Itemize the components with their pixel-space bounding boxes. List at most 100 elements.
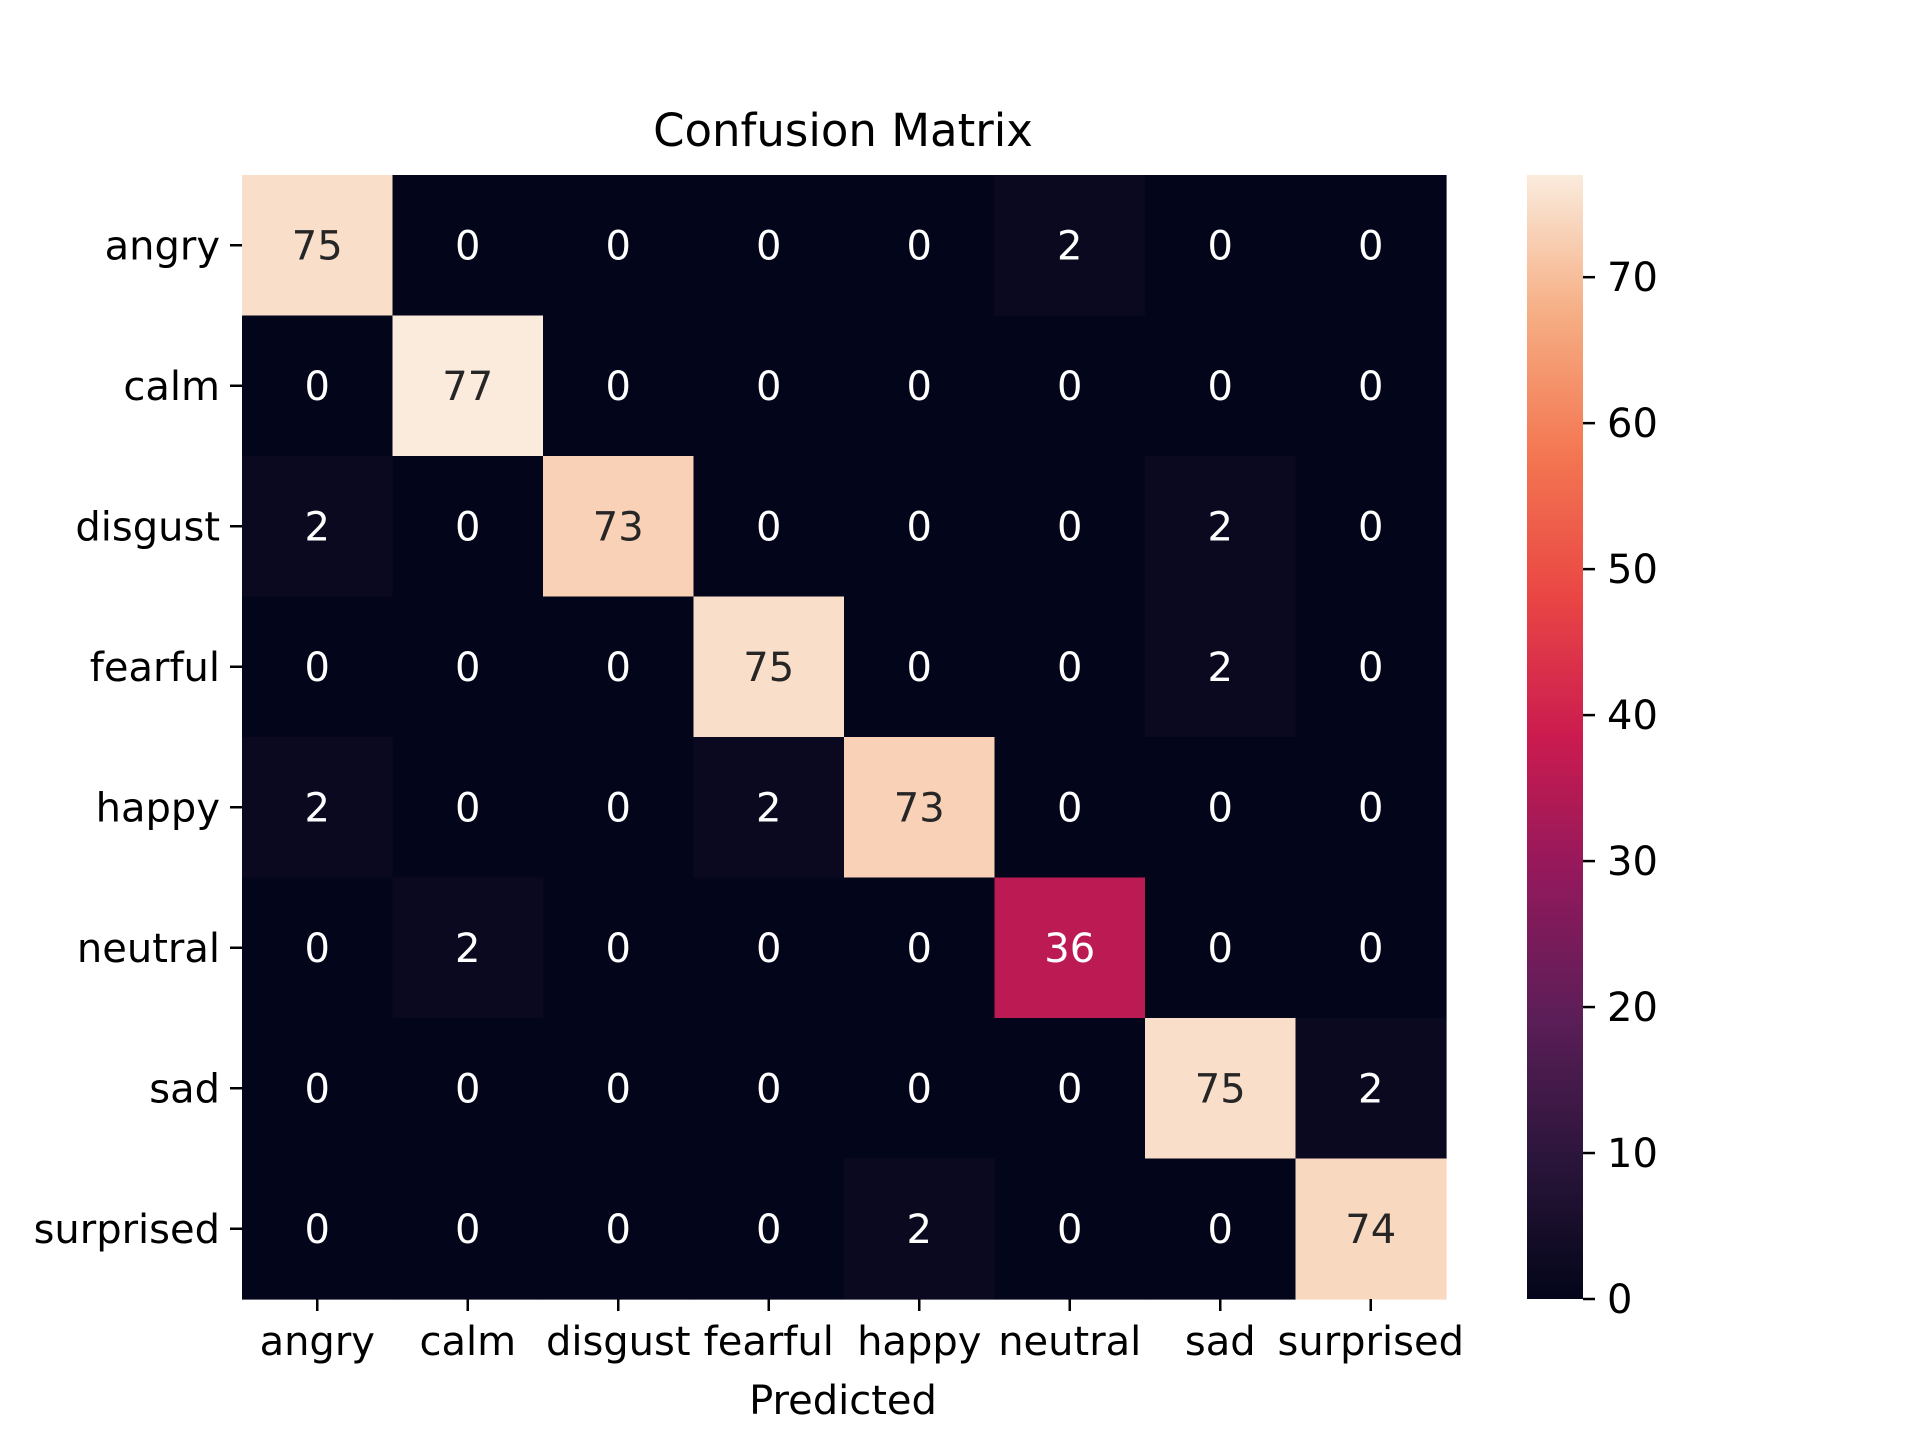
heatmap-cell xyxy=(844,175,996,317)
cell-value-label: 2 xyxy=(756,785,781,831)
y-tick-label: sad xyxy=(149,1066,220,1112)
heatmap-cell xyxy=(1145,175,1297,317)
heatmap-cell xyxy=(1145,877,1297,1019)
cell-value-label: 0 xyxy=(606,1066,631,1112)
cell-value-label: 0 xyxy=(1358,223,1383,269)
x-tick-label: neutral xyxy=(998,1319,1141,1365)
heatmap-cell xyxy=(242,456,394,598)
heatmap-cell xyxy=(1295,315,1447,457)
heatmap-cell xyxy=(392,1018,544,1160)
heatmap-cell xyxy=(392,1158,544,1300)
heatmap-cell xyxy=(242,737,394,879)
cell-value-label: 2 xyxy=(305,785,330,831)
cell-value-label: 0 xyxy=(1358,364,1383,410)
heatmap-cell xyxy=(392,315,544,457)
cell-value-label: 0 xyxy=(756,364,781,410)
cell-value-label: 0 xyxy=(1358,926,1383,972)
heatmap-cell xyxy=(543,456,695,598)
cell-value-label: 0 xyxy=(1358,504,1383,550)
heatmap-cell xyxy=(1145,737,1297,879)
cell-value-label: 75 xyxy=(743,645,794,691)
heatmap-cell xyxy=(242,1158,394,1300)
cell-value-label: 0 xyxy=(1208,1207,1233,1253)
y-tick-label: fearful xyxy=(90,645,220,691)
heatmap-cell xyxy=(543,1018,695,1160)
heatmap-cells: 75 0 0 0 0 2 0 0 0 77 0 0 0 0 0 0 2 0 73 0 0 0 2 0 0 0 0 75 0 0 2 0 2 0 0 2… xyxy=(242,175,1447,1300)
heatmap-cell xyxy=(543,877,695,1019)
heatmap-cell xyxy=(994,737,1146,879)
cell-value-label: 0 xyxy=(606,926,631,972)
heatmap-cell xyxy=(1295,1018,1447,1160)
cell-value-label: 0 xyxy=(1358,785,1383,831)
x-tick-label: calm xyxy=(419,1319,516,1365)
x-tick-label: disgust xyxy=(546,1319,691,1365)
y-tick-label: happy xyxy=(96,785,220,831)
heatmap-cell xyxy=(994,175,1146,317)
heatmap-cell xyxy=(242,315,394,457)
cell-value-label: 0 xyxy=(756,223,781,269)
heatmap-cell xyxy=(1145,1158,1297,1300)
y-tick-label: calm xyxy=(123,364,220,410)
y-tick-label: angry xyxy=(105,223,220,269)
cell-value-label: 75 xyxy=(292,223,343,269)
cell-value-label: 0 xyxy=(606,1207,631,1253)
cell-value-label: 0 xyxy=(606,364,631,410)
cell-value-label: 0 xyxy=(907,364,932,410)
cell-value-label: 77 xyxy=(442,364,493,410)
heatmap-cell xyxy=(392,456,544,598)
heatmap-cell xyxy=(392,737,544,879)
cell-value-label: 0 xyxy=(455,504,480,550)
cell-value-label: 75 xyxy=(1195,1066,1246,1112)
cell-value-label: 0 xyxy=(1057,1207,1082,1253)
cell-value-label: 0 xyxy=(907,645,932,691)
heatmap-cell xyxy=(994,456,1146,598)
heatmap-cell xyxy=(392,596,544,738)
cell-value-label: 0 xyxy=(305,364,330,410)
cell-value-label: 2 xyxy=(1057,223,1082,269)
heatmap-cell xyxy=(844,1018,996,1160)
colorbar: 0 10 20 30 40 50 60 70 xyxy=(1527,175,1658,1323)
heatmap-cell xyxy=(844,737,996,879)
cell-value-label: 2 xyxy=(455,926,480,972)
x-tick-label: angry xyxy=(260,1319,375,1365)
heatmap-cell xyxy=(1295,456,1447,598)
cell-value-label: 0 xyxy=(907,1066,932,1112)
heatmap-cell xyxy=(994,877,1146,1019)
cell-value-label: 0 xyxy=(1358,645,1383,691)
heatmap-cell xyxy=(693,1158,845,1300)
heatmap-cell xyxy=(1295,596,1447,738)
cell-value-label: 0 xyxy=(305,1207,330,1253)
cell-value-label: 0 xyxy=(305,1066,330,1112)
heatmap-cell xyxy=(392,877,544,1019)
cell-value-label: 0 xyxy=(1057,645,1082,691)
cell-value-label: 0 xyxy=(1208,785,1233,831)
cell-value-label: 0 xyxy=(305,926,330,972)
colorbar-tick-label: 60 xyxy=(1607,401,1658,447)
cell-value-label: 2 xyxy=(1208,504,1233,550)
cell-value-label: 0 xyxy=(1057,1066,1082,1112)
heatmap-cell xyxy=(543,1158,695,1300)
colorbar-tick-label: 30 xyxy=(1607,839,1658,885)
heatmap-cell xyxy=(844,596,996,738)
cell-value-label: 0 xyxy=(455,645,480,691)
heatmap-cell xyxy=(994,1018,1146,1160)
cell-value-label: 0 xyxy=(606,223,631,269)
heatmap-cell xyxy=(543,315,695,457)
cell-value-label: 0 xyxy=(455,1066,480,1112)
cell-value-label: 0 xyxy=(1208,926,1233,972)
cell-value-label: 0 xyxy=(1208,364,1233,410)
heatmap-cell xyxy=(693,456,845,598)
heatmap-cell xyxy=(693,1018,845,1160)
heatmap-cell xyxy=(693,737,845,879)
cell-value-label: 0 xyxy=(1057,364,1082,410)
chart-title: Confusion Matrix xyxy=(653,104,1033,157)
heatmap-cell xyxy=(994,315,1146,457)
cell-value-label: 73 xyxy=(593,504,644,550)
heatmap-cell xyxy=(844,315,996,457)
heatmap-cell xyxy=(844,1158,996,1300)
cell-value-label: 0 xyxy=(907,504,932,550)
cell-value-label: 0 xyxy=(907,223,932,269)
y-tick-label: disgust xyxy=(75,504,220,550)
heatmap-cell xyxy=(543,175,695,317)
colorbar-tick-label: 40 xyxy=(1607,693,1658,739)
